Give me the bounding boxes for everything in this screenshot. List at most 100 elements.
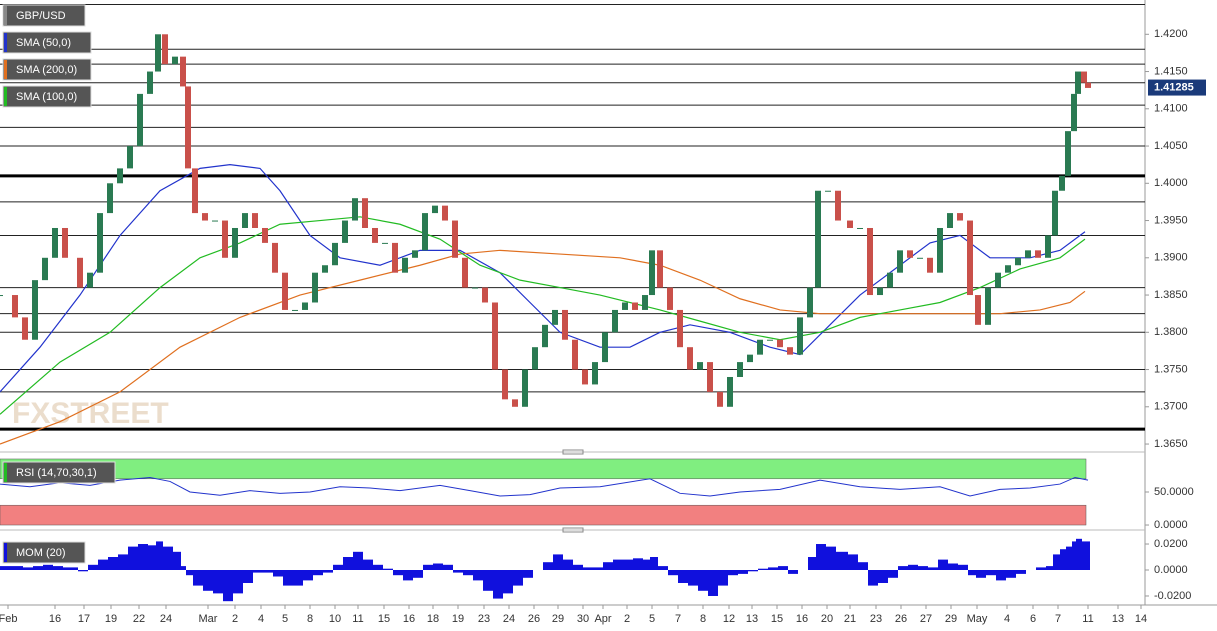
mom-bar (193, 570, 203, 586)
candle (282, 272, 288, 310)
candle (777, 339, 783, 348)
candle (927, 257, 933, 273)
mom-bar (213, 570, 223, 594)
mom-bar (173, 551, 181, 570)
mom-bar (363, 559, 373, 570)
mom-bar (976, 570, 986, 578)
mom-bar (543, 562, 553, 570)
mom-bar (483, 570, 493, 591)
mom-bar (98, 559, 108, 570)
candle (52, 227, 58, 258)
candle (302, 302, 308, 310)
mom-bar (263, 570, 273, 573)
mom-bar (23, 567, 33, 570)
mom-bar (938, 559, 948, 570)
mom-bar (293, 570, 303, 586)
candle (0, 295, 3, 297)
mom-bar (186, 570, 193, 576)
candle (967, 220, 973, 296)
mom-bar (868, 570, 878, 586)
y-tick-label: 1.4150 (1154, 65, 1188, 77)
x-tick-label: 23 (870, 613, 882, 625)
x-tick-label: 5 (282, 613, 288, 625)
panel-grip (562, 449, 584, 455)
candle (897, 250, 903, 273)
x-tick-label: 10 (329, 613, 341, 625)
x-tick-label: 24 (503, 613, 515, 625)
x-tick-label: 27 (920, 613, 932, 625)
legend-swatch (4, 6, 7, 25)
candle (1052, 190, 1058, 236)
x-tick-label: 22 (133, 613, 145, 625)
mom-bar (728, 570, 738, 576)
x-tick-label: 16 (403, 613, 415, 625)
candle (392, 242, 398, 273)
legend-box (2, 4, 86, 27)
mom-bar (1060, 549, 1066, 570)
mom-bar (353, 551, 363, 570)
y-tick-label: 1.3850 (1154, 289, 1188, 301)
mom-bar (43, 564, 53, 570)
candle (1015, 257, 1021, 266)
candle (492, 302, 498, 370)
mom-bar (878, 570, 888, 583)
x-tick-label: 13 (1112, 613, 1124, 625)
candle (262, 227, 268, 243)
x-tick-label: 14 (1135, 613, 1147, 625)
mom-bar (898, 566, 908, 570)
candle (382, 242, 388, 244)
mom-bar (918, 566, 928, 570)
rsi-line (0, 476, 1089, 497)
candle (857, 227, 863, 229)
candle (815, 190, 821, 288)
legend-box (2, 31, 92, 54)
mom-bar (163, 546, 173, 570)
candle (412, 250, 418, 258)
candle (1085, 82, 1091, 88)
last-value-box (1148, 79, 1206, 96)
mom-bar (33, 566, 43, 570)
candle (242, 213, 248, 228)
candle (975, 295, 981, 325)
candle (127, 146, 133, 169)
candle (432, 205, 438, 214)
candle (402, 257, 408, 273)
x-tick-label: 16 (796, 613, 808, 625)
sma-line (0, 216, 1086, 415)
y-tick-label: 50.0000 (1154, 486, 1194, 498)
mom-bar (1006, 570, 1016, 578)
mom-bar (473, 570, 483, 581)
y-tick-label: 1.4050 (1154, 140, 1188, 152)
mom-bar (253, 570, 263, 573)
x-tick-label: 5 (649, 613, 655, 625)
x-tick-label: Feb (0, 613, 17, 625)
legend-box (2, 541, 86, 564)
mom-bar (523, 570, 533, 578)
x-tick-label: 7 (1055, 613, 1061, 625)
mom-bar (138, 544, 148, 570)
x-tick-label: 19 (105, 613, 117, 625)
x-tick-label: 8 (307, 613, 313, 625)
candle (592, 362, 598, 385)
x-tick-label: Apr (594, 613, 611, 625)
candle (707, 362, 713, 392)
mom-bar (53, 566, 63, 570)
candle (582, 369, 588, 385)
x-tick-label: 4 (258, 613, 264, 625)
legend-swatch (4, 33, 7, 52)
candle (137, 93, 143, 147)
candle (825, 190, 831, 192)
candle (62, 227, 68, 258)
mom-bar (313, 570, 323, 576)
x-tick-label: 26 (895, 613, 907, 625)
candle (352, 198, 358, 221)
candle (442, 205, 448, 221)
y-tick-label: 1.3800 (1154, 326, 1188, 338)
legend-label: RSI (14,70,30,1) (16, 467, 97, 479)
legend-swatch (4, 87, 7, 106)
candle (185, 86, 191, 169)
mom-bar (423, 564, 433, 570)
candle (1075, 71, 1081, 94)
mom-bar (668, 570, 678, 576)
x-tick-label: May (967, 613, 988, 625)
